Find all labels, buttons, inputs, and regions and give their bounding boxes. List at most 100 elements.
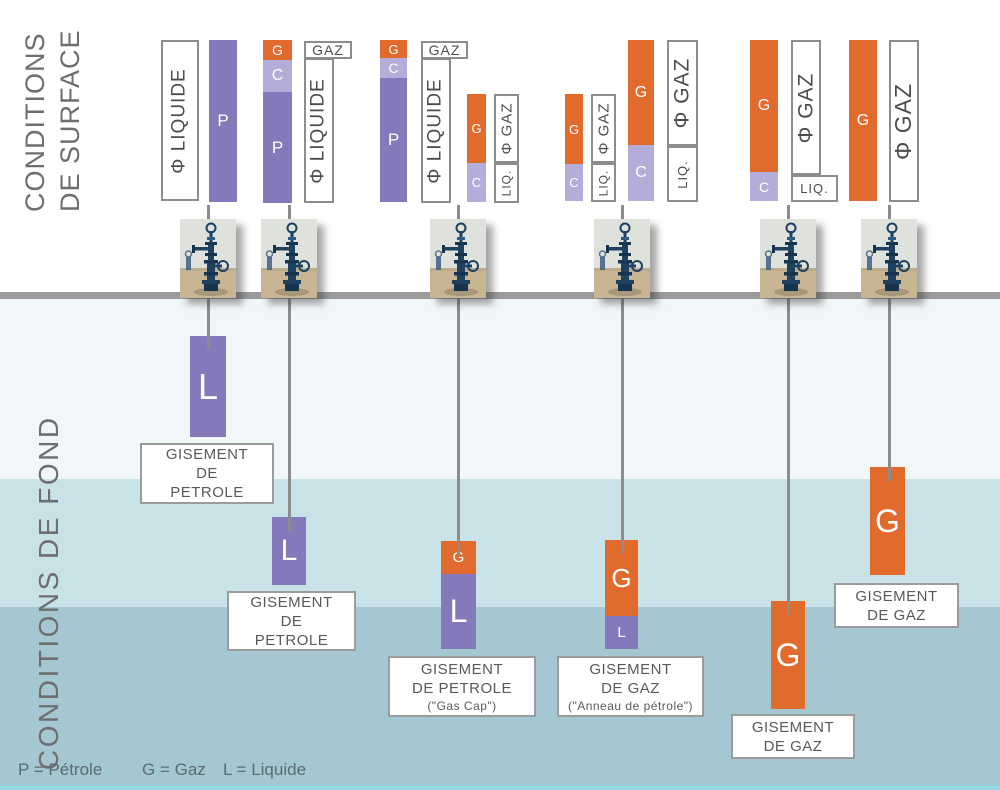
well-4-reservoir-label-note: ("Anneau de pétrole") xyxy=(567,698,694,713)
subsurface-band xyxy=(0,785,1000,790)
well-3-surface-outline-box: GAZ xyxy=(421,41,468,59)
well-4-reservoir-label: GISEMENT DE GAZ ("Anneau de pétrole") xyxy=(557,656,704,717)
well-4-surface-outline-box: LIQ. xyxy=(667,146,698,202)
well-1-outline-box-label: Φ LIQUIDE xyxy=(169,67,190,174)
well-5-surface-outline-box: Φ GAZ xyxy=(791,40,821,175)
well-4-outline-box-label: LIQ. xyxy=(596,169,611,196)
wellhead-icon xyxy=(760,219,816,298)
legend-liquide: L = Liquide xyxy=(223,760,307,779)
well-6-reservoir-bar-segment: G xyxy=(870,467,905,575)
well-6-reservoir-label-line: DE GAZ xyxy=(867,606,926,624)
well-2-reservoir-label-line: DE xyxy=(280,612,303,630)
wellhead-photo xyxy=(180,219,236,298)
well-2-outline-box-label: Φ LIQUIDE xyxy=(308,77,329,184)
well-3-line xyxy=(457,205,460,555)
well-1-reservoir-bar-segment: L xyxy=(190,336,226,437)
well-4-surface-outline-box: Φ GAZ xyxy=(591,94,616,163)
wellhead-photo xyxy=(861,219,917,298)
well-2-reservoir-label: GISEMENT DE PETROLE xyxy=(227,591,356,651)
well-3-surface-outline-box: LIQ. xyxy=(494,163,519,203)
well-6-outline-box-label: Φ GAZ xyxy=(890,82,917,160)
well-2-surface-bar-segment: G xyxy=(263,40,292,60)
well-5-surface-bar-segment: C xyxy=(750,172,778,201)
well-4-surface-bar-segment: G xyxy=(565,94,583,164)
legend-gaz: G = Gaz xyxy=(142,760,206,779)
well-4-surface-outline-box: LIQ. xyxy=(591,163,616,202)
well-4-surface-bar-segment: G xyxy=(628,40,654,145)
well-6-surface-outline-box: Φ GAZ xyxy=(889,40,919,202)
well-1-reservoir-label-line: PETROLE xyxy=(170,484,244,501)
well-1-reservoir-label-line: DE xyxy=(196,465,218,482)
well-3-reservoir-label-line: GISEMENT xyxy=(420,660,504,678)
well-4-surface-outline-box: Φ GAZ xyxy=(667,40,698,146)
well-5-outline-box-label: LIQ. xyxy=(800,181,829,196)
well-3-surface-bar-segment: C xyxy=(467,163,486,202)
well-6-surface-bar-segment: G xyxy=(849,40,877,201)
ground-line xyxy=(0,292,1000,299)
wellhead-icon xyxy=(430,219,486,298)
well-6-surface-bar: G xyxy=(849,40,877,201)
well-6-reservoir-bar: G xyxy=(870,467,905,575)
well-3-surface-outline-box: Φ LIQUIDE xyxy=(421,58,451,203)
well-2-reservoir-label-line: PETROLE xyxy=(254,631,329,649)
well-3-reservoir-label: GISEMENT DE PETROLE ("Gas Cap") xyxy=(388,656,536,717)
well-3-reservoir-label-note: ("Gas Cap") xyxy=(427,698,497,713)
well-2-outline-box-label: GAZ xyxy=(312,42,344,58)
well-2-line xyxy=(288,205,291,531)
wellhead-icon xyxy=(861,219,917,298)
well-5-outline-box-label: Φ GAZ xyxy=(794,72,818,143)
wellhead-icon xyxy=(594,219,650,298)
well-5-reservoir-label: GISEMENT DE GAZ xyxy=(731,714,855,759)
well-3-outline-box-label: Φ LIQUIDE xyxy=(425,77,446,184)
wellhead-icon xyxy=(261,219,317,298)
surface-conditions-title: CONDITIONS DE SURFACE xyxy=(18,29,88,212)
well-4-reservoir-label-line: DE GAZ xyxy=(601,679,660,697)
well-3-outline-box-label: LIQ. xyxy=(499,169,514,197)
legend-petrole: P = Pétrole xyxy=(18,760,103,779)
well-3-reservoir-bar-segment: L xyxy=(441,574,476,649)
wellhead-photo xyxy=(430,219,486,298)
well-5-line xyxy=(787,205,790,615)
bottomhole-conditions-title: CONDITIONS DE FOND xyxy=(33,415,64,770)
well-3-surface-bar-segment: G xyxy=(467,94,486,163)
well-5-surface-bar-segment: G xyxy=(750,40,778,172)
well-2-surface-outline-box: Φ LIQUIDE xyxy=(304,58,334,203)
well-2-surface-bar-segment: C xyxy=(263,60,292,92)
well-2-surface-outline-box: GAZ xyxy=(304,41,352,59)
well-4-surface-bar-segment: C xyxy=(628,145,654,201)
well-3-surface-bar-segment: G xyxy=(380,40,407,58)
well-1-reservoir-label-line: GISEMENT xyxy=(165,446,249,463)
wellhead-photo xyxy=(261,219,317,298)
wellhead-photo xyxy=(594,219,650,298)
well-4-outline-box-label: LIQ. xyxy=(675,159,691,189)
well-6-reservoir-label: GISEMENT DE GAZ xyxy=(834,583,959,628)
well-4-surface-bar-segment: C xyxy=(565,164,583,201)
well-3-surface-outline-box: Φ GAZ xyxy=(494,94,519,163)
well-5-reservoir-bar: G xyxy=(771,601,805,709)
well-4-outline-box-label: Φ GAZ xyxy=(595,102,613,155)
well-4-reservoir-label-line: GISEMENT xyxy=(589,660,672,678)
well-1-surface-bar: P xyxy=(209,40,237,202)
wellhead-icon xyxy=(180,219,236,298)
surface-title-line2: DE SURFACE xyxy=(55,29,85,212)
wellhead-photo xyxy=(760,219,816,298)
well-3-surface-bar-segment: P xyxy=(380,78,407,202)
well-5-reservoir-label-line: GISEMENT xyxy=(751,718,835,736)
well-1-reservoir-label: GISEMENT DE PETROLE xyxy=(140,443,274,504)
well-1-surface-outline-box: Φ LIQUIDE xyxy=(161,40,199,201)
well-6-line xyxy=(888,205,891,481)
well-4-line xyxy=(621,205,624,554)
surface-title-line1: CONDITIONS xyxy=(20,32,50,212)
well-5-reservoir-label-line: DE GAZ xyxy=(763,737,823,755)
well-3-outline-box-label: GAZ xyxy=(428,42,461,58)
well-4-outline-box-label: Φ GAZ xyxy=(670,57,694,129)
